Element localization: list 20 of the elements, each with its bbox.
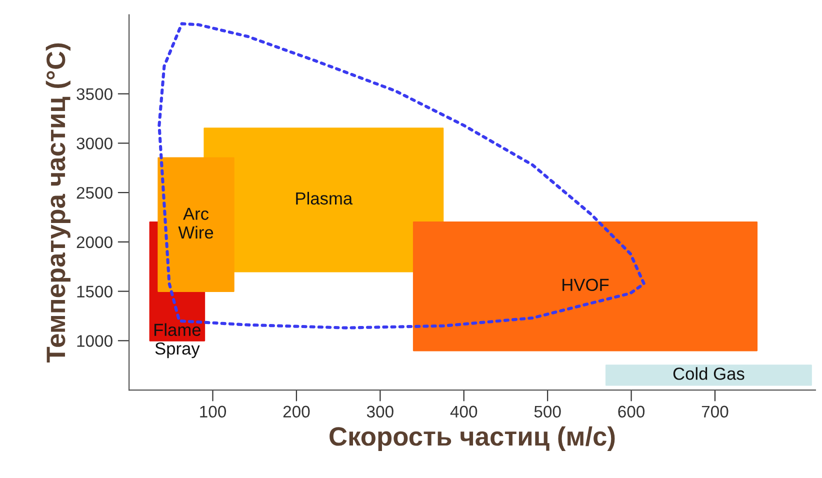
- x-tick-label: 500: [534, 406, 561, 418]
- x-tick-label: 400: [450, 406, 478, 418]
- y-tick-label: 3000: [76, 138, 112, 150]
- x-tick-label: 100: [200, 406, 226, 418]
- annotation: Plasma: [296, 192, 353, 205]
- y-tick-label: 2500: [76, 186, 112, 199]
- x-tick-label: 200: [283, 406, 310, 418]
- annotation: Flame Spray: [154, 323, 201, 358]
- y-tick-label: 1000: [77, 335, 112, 347]
- x-tick-label: 700: [702, 406, 728, 418]
- x-axis-title: Скорость частиц (м/с): [330, 426, 615, 452]
- x-tick-label: 300: [366, 406, 394, 418]
- y-tick-label: 2000: [76, 236, 112, 248]
- x-tick-label: 600: [618, 406, 645, 418]
- annotation: Cold Gas: [673, 367, 744, 380]
- y-tick-label: 1500: [77, 286, 112, 298]
- y-axis-title: Температура частиц (°C): [46, 43, 70, 362]
- annotation: HVOF: [562, 278, 609, 292]
- annotation: Arc Wire: [178, 208, 214, 239]
- y-tick-label: 3500: [76, 88, 112, 100]
